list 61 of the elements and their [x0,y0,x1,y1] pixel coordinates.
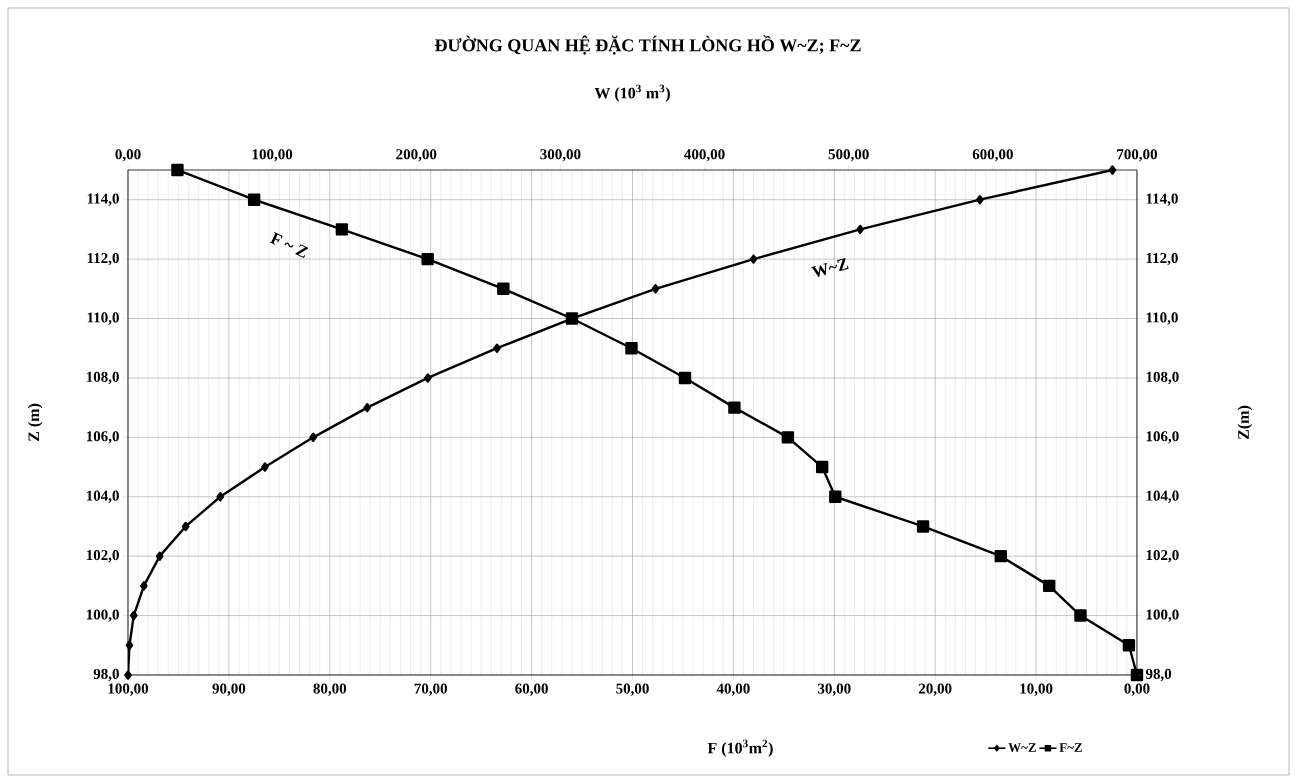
x-tick-label: 90,00 [212,683,246,696]
annotation: W~Z [811,258,849,277]
x-tick-label: 100,00 [108,683,149,696]
y-tick-label: 100,0 [86,609,119,622]
y2-tick-label: 98,0 [1145,668,1172,682]
legend-label: W~Z [1008,743,1036,752]
x2-tick-label: 500,00 [828,149,869,162]
x-tick-label: 20,00 [918,683,952,696]
y-tick-label: 104,0 [86,490,119,503]
x2-tick-label: 600,00 [972,149,1013,162]
y2-tick-label: 112,0 [1146,252,1178,266]
x2-axis-title: W (10$^{3}$ m$^{3}$) [594,84,670,102]
y-tick-label: 112,0 [87,252,119,266]
y-tick-label: 98,0 [93,668,119,682]
point [1074,609,1087,622]
x2-tick-label: 700,00 [1117,149,1158,162]
y2-tick-label: 114,0 [1146,193,1178,206]
x-tick-label: 40,00 [716,683,750,696]
x2-tick-label: 300,00 [540,149,581,162]
x-axis-title: F (10$^{3}$m$^{2}$) [707,739,773,757]
y2-tick-label: 106,0 [1146,431,1179,444]
point [678,371,692,385]
x-tick-label: 50,00 [616,683,649,696]
y-tick-label: 108,0 [86,371,119,385]
point [335,223,349,236]
y2-tick-label: 104,0 [1146,490,1179,503]
x-tick-label: 30,00 [817,683,851,696]
y2-tick-label: 110,0 [1146,312,1178,325]
x-tick-label: 0,00 [1124,683,1150,696]
x-tick-label: 70,00 [414,683,447,696]
y2-tick-label: 108,0 [1146,371,1179,385]
y2-axis-title: Z(m) [1237,405,1253,440]
point [1043,579,1056,593]
y2-tick-label: 100,0 [1146,609,1179,622]
point [994,549,1007,563]
legend-label: F~Z [1059,743,1082,752]
x2-tick-label: 0,00 [115,149,141,162]
x-tick-label: 80,00 [313,683,347,696]
y-axis-title: Z (m) [27,403,43,442]
point [815,460,829,474]
x-tick-label: 60,00 [515,683,548,696]
x2-tick-label: 200,00 [396,149,437,162]
point [916,520,930,533]
x-tick-label: 10,00 [1020,683,1053,696]
point [829,490,842,503]
point [421,252,434,266]
point [247,193,261,206]
y-tick-label: 102,0 [86,550,119,563]
chart-title: ĐƯỜNG QUAN HỆ ĐẶC TÍNH LÒNG HỒ W~Z; F~Z [434,35,861,55]
y-tick-label: 106,0 [86,431,119,444]
y-tick-label: 114,0 [87,193,119,206]
point [781,431,795,444]
annotation: F ~ Z [269,232,309,259]
point [625,342,638,355]
x2-tick-label: 100,00 [252,149,293,162]
y2-tick-label: 102,0 [1146,550,1179,563]
point [497,282,510,296]
point [728,401,741,414]
point [1122,639,1136,652]
y-tick-label: 110,0 [87,312,119,325]
x2-tick-label: 400,00 [684,149,725,162]
